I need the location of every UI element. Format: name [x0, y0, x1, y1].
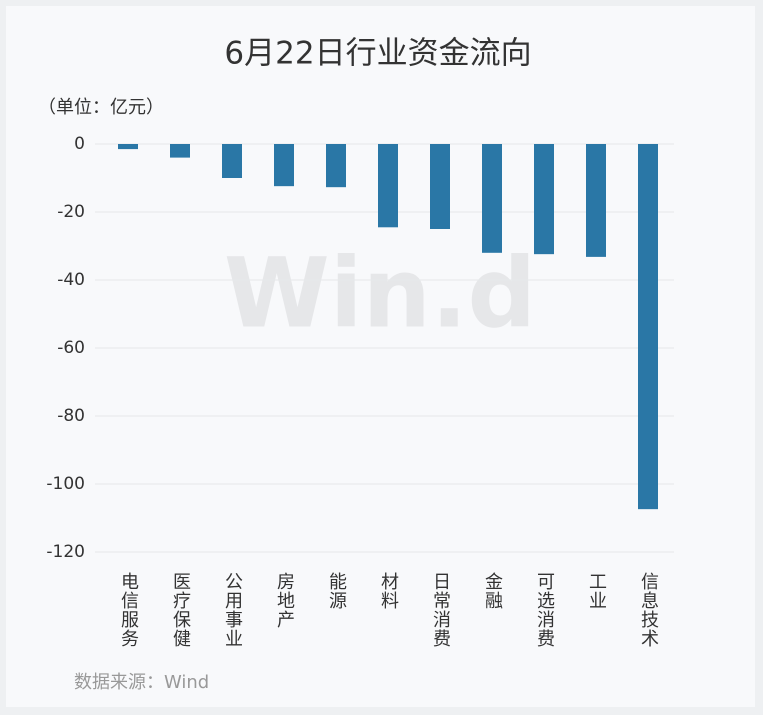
x-tick-label: 能源	[326, 572, 347, 610]
x-tick-label: 材料	[378, 572, 399, 610]
y-tick-label: -20	[57, 202, 85, 222]
bar	[534, 144, 554, 255]
x-tick-label: 信息技术	[638, 572, 659, 648]
x-tick-label: 可选消费	[534, 572, 555, 648]
bar	[274, 144, 294, 187]
bar	[638, 144, 658, 510]
bar	[170, 144, 190, 158]
watermark: Win.d	[224, 237, 536, 349]
y-tick-label: -100	[46, 474, 85, 494]
bar	[326, 144, 346, 188]
y-tick-label: -120	[46, 542, 85, 562]
bar	[482, 144, 502, 253]
x-tick-label: 电信服务	[118, 572, 139, 648]
x-tick-label: 医疗保健	[170, 572, 191, 648]
bar	[586, 144, 606, 257]
x-tick-label: 金融	[482, 572, 503, 610]
y-tick-label: -80	[57, 406, 85, 426]
x-tick-label: 日常消费	[430, 572, 451, 648]
y-tick-label: 0	[74, 134, 85, 154]
source-note: 数据来源：Wind	[74, 672, 209, 693]
y-tick-label: -60	[57, 338, 85, 358]
x-tick-label: 公用事业	[222, 572, 243, 648]
y-tick-label: -40	[57, 270, 85, 290]
chart-title: 6月22日行业资金流向	[224, 36, 531, 72]
bar	[118, 144, 138, 150]
bar	[430, 144, 450, 229]
x-tick-label: 房地产	[274, 572, 295, 629]
unit-label: （单位：亿元）	[38, 97, 164, 118]
panel	[6, 6, 755, 707]
x-tick-label: 工业	[586, 572, 607, 610]
bar	[378, 144, 398, 228]
bar	[222, 144, 242, 178]
